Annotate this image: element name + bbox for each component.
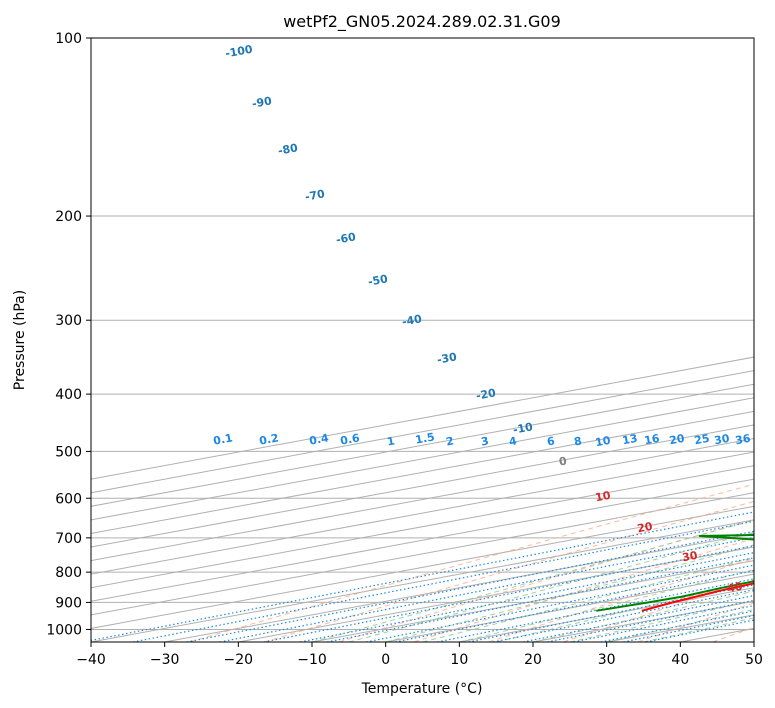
mixing-ratio-label: 6 — [546, 434, 556, 448]
moist-adiabat — [422, 557, 754, 642]
axes-frame — [90, 37, 755, 643]
y-tick-label: 200 — [55, 209, 82, 225]
dry-adiabat — [339, 518, 754, 642]
isotherm-label: -20 — [475, 386, 497, 402]
x-tick-label: 20 — [524, 652, 542, 668]
x-tick-label: 40 — [671, 652, 689, 668]
mixing-ratio-line — [326, 557, 754, 642]
mixing-ratio-label: 0.2 — [258, 431, 280, 447]
y-axis-ticks: 100 200 300 400 500 600 700 800 900 1000 — [46, 31, 91, 638]
mixing-ratio-label: 13 — [621, 432, 638, 448]
pressure-grid — [91, 38, 754, 630]
mixing-ratio-line — [395, 570, 754, 642]
isotherm-label: -40 — [401, 312, 423, 328]
dry-adiabats — [189, 483, 754, 642]
isotherm-label: -100 — [224, 43, 254, 61]
y-tick-label: 500 — [55, 444, 82, 460]
isotherm-label: 10 — [594, 489, 612, 505]
isotherm-line — [164, 532, 754, 642]
x-tick-label: 50 — [745, 652, 763, 668]
mixing-ratio-label: 1.5 — [414, 430, 436, 446]
isotherm-line — [91, 519, 754, 642]
mixing-ratio-label: 25 — [693, 432, 710, 448]
x-axis-label: Temperature (°C) — [361, 681, 483, 697]
moist-adiabat — [459, 569, 754, 642]
isotherm-line — [91, 492, 754, 616]
y-tick-label: 1000 — [46, 622, 82, 638]
isotherm-label: -90 — [251, 94, 273, 110]
mixing-ratio-label: 36 — [734, 432, 752, 448]
isotherm-line — [91, 437, 754, 562]
x-tick-label: 10 — [450, 652, 468, 668]
y-tick-label: 100 — [55, 31, 82, 47]
chart-title: wetPf2_GN05.2024.289.02.31.G09 — [283, 12, 561, 32]
mixing-ratio-label: 20 — [668, 432, 686, 448]
mixing-ratio-line — [132, 520, 754, 642]
mixing-ratio-label: 0.4 — [308, 431, 330, 447]
isotherm-line — [91, 505, 754, 629]
x-tick-label: −40 — [76, 652, 106, 668]
mixing-ratio-label: 1 — [386, 434, 396, 448]
isotherm-label: -70 — [304, 187, 326, 203]
isotherm-line — [91, 424, 754, 548]
isotherm-label: -60 — [335, 230, 357, 246]
mixing-ratio-label: 0.6 — [339, 431, 361, 447]
moist-adiabat — [532, 590, 754, 642]
isotherm-label: 20 — [636, 520, 654, 536]
y-tick-label: 400 — [55, 387, 82, 403]
mixing-ratio-label: 2 — [445, 434, 455, 448]
mixing-ratio-label: 0.1 — [212, 431, 234, 447]
x-axis-ticks: −40 −30 −20 −10 0 10 20 30 40 50 — [76, 642, 763, 668]
isotherm-label: -80 — [277, 141, 299, 157]
x-tick-label: −20 — [224, 652, 254, 668]
dry-adiabat — [264, 500, 754, 642]
y-tick-label: 700 — [55, 531, 82, 547]
mixing-ratio-label: 8 — [573, 434, 583, 448]
y-tick-label: 600 — [55, 491, 82, 507]
x-tick-label: −10 — [297, 652, 327, 668]
isotherm-line — [91, 478, 754, 602]
mixing-ratio-line — [263, 545, 754, 642]
x-tick-label: 0 — [381, 652, 390, 668]
mixing-ratio-label: 3 — [480, 434, 490, 448]
y-axis-label: Pressure (hPa) — [12, 290, 28, 390]
isotherm-line — [91, 451, 754, 575]
annotation-labels: 0.1 0.2 0.4 0.6 1 1.5 2 3 4 6 8 10 13 16 20 25 30 36-100-… — [212, 43, 752, 596]
mixing-ratio-label: 30 — [713, 432, 731, 448]
y-tick-label: 900 — [55, 595, 82, 611]
mixing-ratio-label: 16 — [643, 432, 661, 448]
isotherm-label: -50 — [367, 272, 389, 288]
y-tick-label: 800 — [55, 565, 82, 581]
x-tick-label: 30 — [598, 652, 616, 668]
x-tick-label: −30 — [150, 652, 180, 668]
isotherm-label: -10 — [512, 420, 534, 436]
moist-adiabat — [385, 544, 754, 642]
mixing-ratio-line — [366, 564, 754, 642]
dry-adiabat — [488, 558, 754, 642]
y-tick-label: 300 — [55, 313, 82, 329]
mixing-ratio-label: 4 — [508, 434, 518, 448]
isotherm-label: 30 — [681, 549, 699, 565]
mixing-ratio-line — [300, 552, 754, 642]
plot-area — [91, 38, 754, 642]
isotherm-label: 40 — [726, 580, 744, 596]
isotherm-label: 0 — [558, 454, 568, 468]
mixing-ratio-label: 10 — [594, 434, 612, 450]
isotherm-grid — [91, 356, 754, 642]
isotherm-line — [91, 465, 754, 589]
mixing-ratio-lines — [91, 511, 754, 642]
isotherm-label: -30 — [436, 350, 458, 366]
